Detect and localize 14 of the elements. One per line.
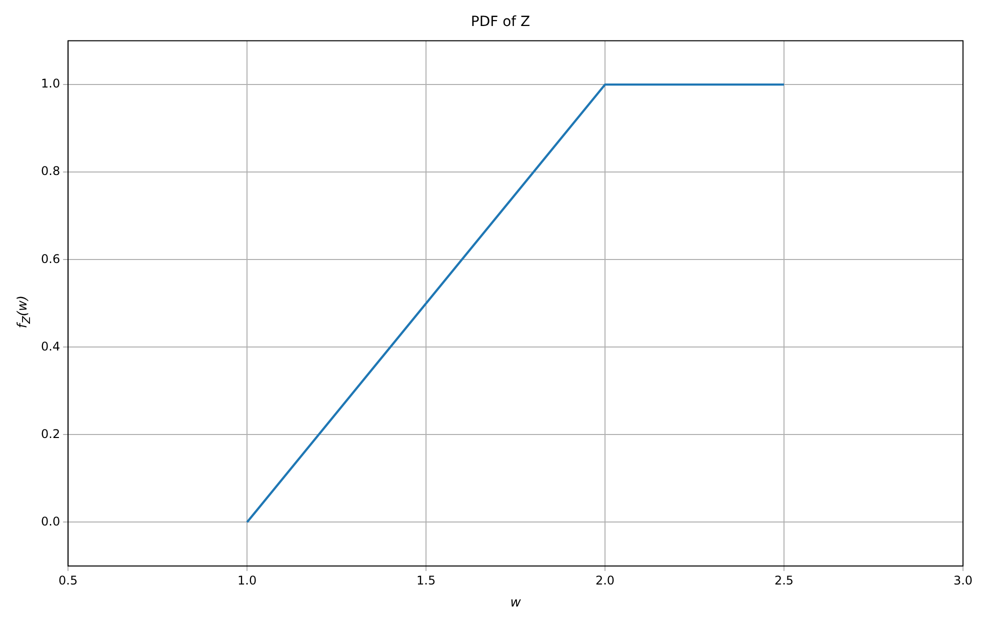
y-tick-label: 0.2 <box>40 426 60 441</box>
y-tick-label: 0.6 <box>40 252 60 266</box>
x-tick-label: 0.5 <box>58 573 78 588</box>
y-tick-label: 0.4 <box>40 339 60 354</box>
x-tick-label: 3.0 <box>953 573 973 588</box>
x-tick-label: 1.0 <box>238 573 257 588</box>
x-tick-label: 2.0 <box>595 573 615 588</box>
y-tick-label: 0.8 <box>40 164 60 178</box>
x-tick-label: 2.5 <box>774 573 794 588</box>
x-tick-label: 1.5 <box>416 573 436 588</box>
chart-title: PDF of Z <box>470 14 530 30</box>
y-tick-label: 0.0 <box>40 514 60 528</box>
x-axis-title: w <box>510 596 522 611</box>
y-tick-label: 1.0 <box>40 76 60 91</box>
